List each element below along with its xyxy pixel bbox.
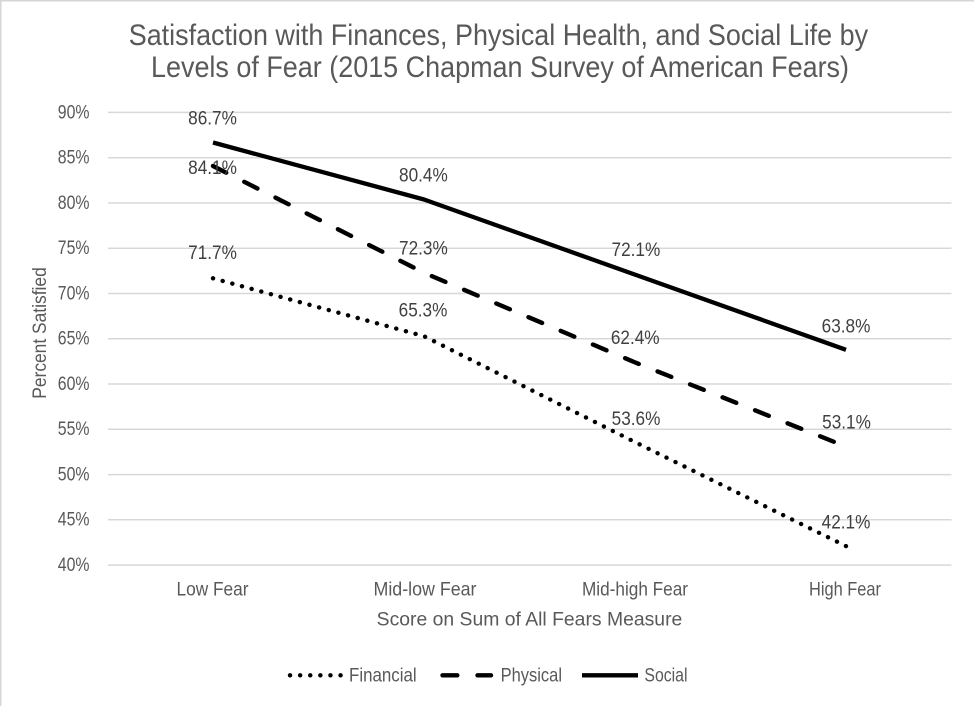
svg-text:Low Fear: Low Fear [177,580,250,601]
svg-text:Mid-high Fear: Mid-high Fear [582,580,689,601]
svg-text:62.4%: 62.4% [611,328,660,349]
svg-text:71.7%: 71.7% [188,243,237,264]
svg-text:70%: 70% [58,283,90,304]
svg-text:Levels of Fear (2015 Chapman S: Levels of Fear (2015 Chapman Survey of A… [151,51,849,84]
svg-text:85%: 85% [58,148,90,169]
svg-text:Mid-low Fear: Mid-low Fear [374,580,478,601]
svg-text:42.1%: 42.1% [822,512,871,533]
svg-text:84.1%: 84.1% [188,158,237,179]
svg-text:53.6%: 53.6% [612,409,661,430]
svg-text:63.8%: 63.8% [822,317,871,338]
svg-text:65.3%: 65.3% [399,301,448,322]
svg-text:72.1%: 72.1% [612,240,661,261]
svg-text:Physical: Physical [501,666,562,687]
svg-text:80.4%: 80.4% [399,166,448,187]
svg-text:Financial: Financial [349,666,417,687]
svg-text:65%: 65% [58,329,90,350]
svg-text:55%: 55% [58,419,90,440]
svg-text:Score on Sum of All Fears Meas: Score on Sum of All Fears Measure [377,609,683,630]
svg-text:75%: 75% [58,238,90,259]
svg-text:50%: 50% [58,465,90,486]
svg-text:60%: 60% [58,374,90,395]
svg-text:Percent Satisfied: Percent Satisfied [30,267,51,399]
svg-text:High Fear: High Fear [809,580,882,601]
svg-text:Social: Social [644,666,687,687]
svg-text:86.7%: 86.7% [188,109,237,130]
svg-text:45%: 45% [58,510,90,531]
svg-text:90%: 90% [58,102,90,123]
svg-text:72.3%: 72.3% [399,239,448,260]
svg-text:Satisfaction with Finances, Ph: Satisfaction with Finances, Physical Hea… [129,19,869,52]
svg-text:80%: 80% [58,193,90,214]
svg-text:53.1%: 53.1% [822,413,871,434]
svg-text:40%: 40% [58,555,90,576]
